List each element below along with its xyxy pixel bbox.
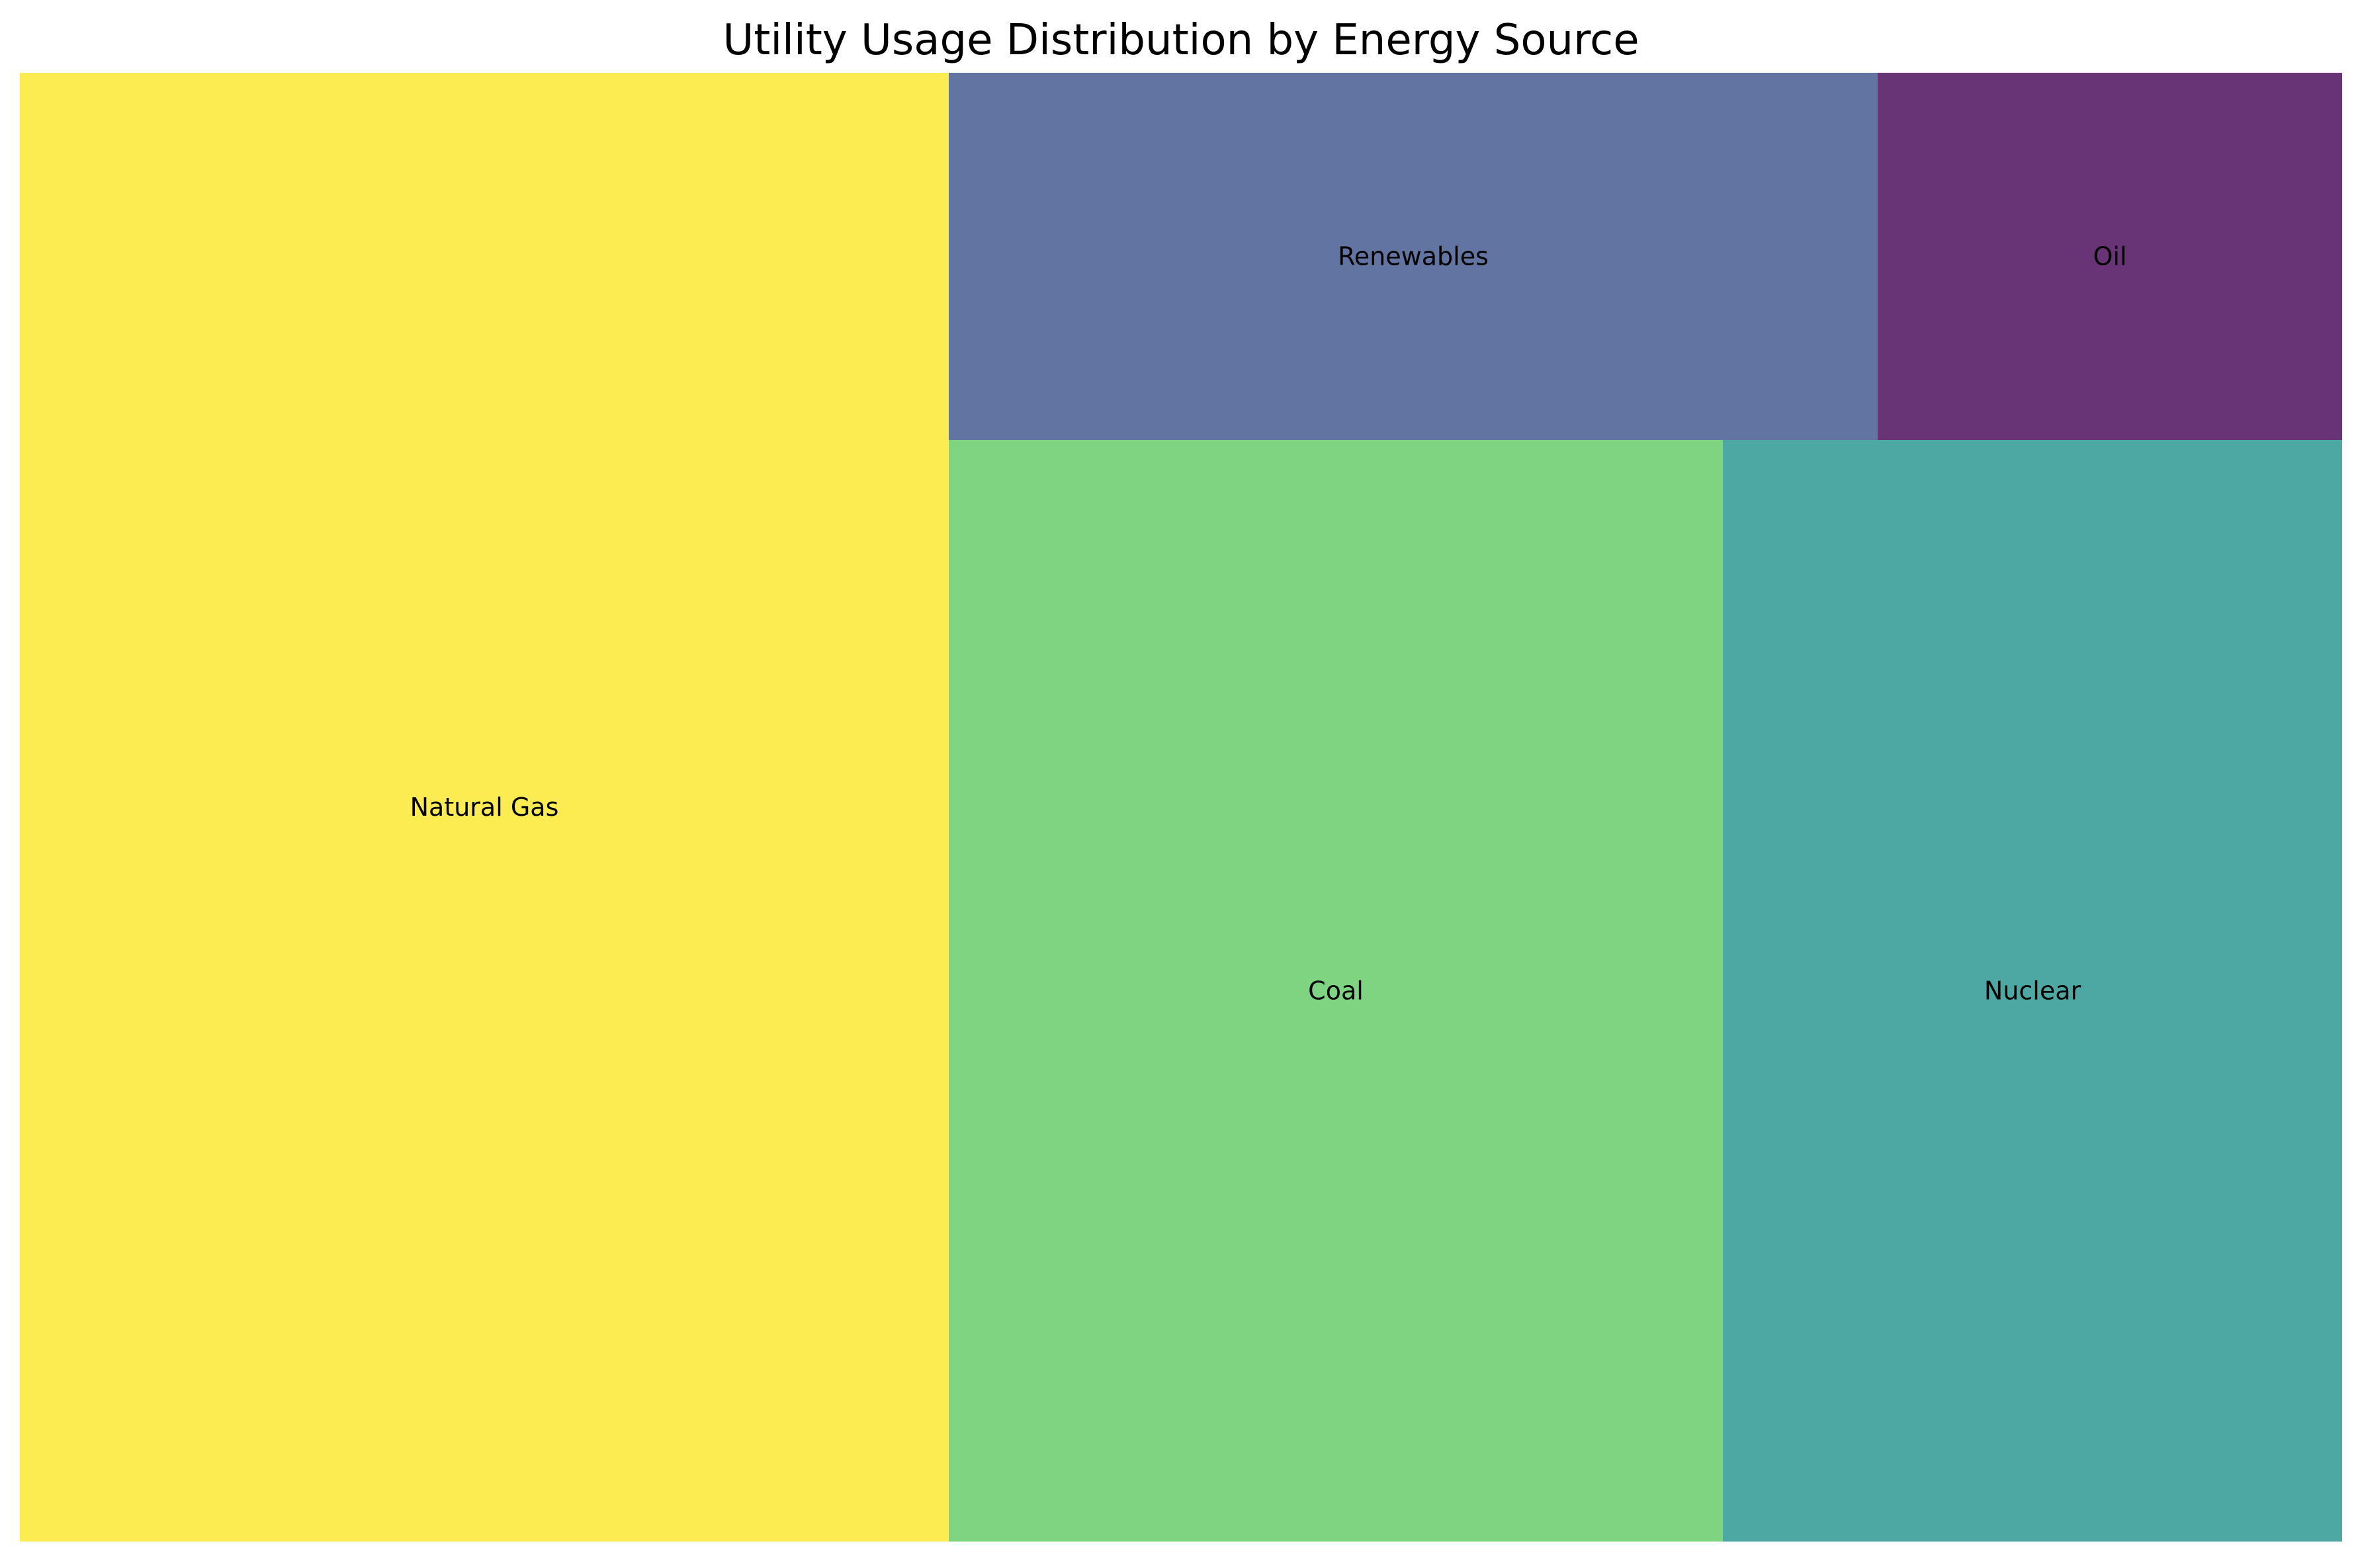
chart-title: Utility Usage Distribution by Energy Sou…	[722, 16, 1639, 65]
tile-label-coal: Coal	[1308, 977, 1364, 1006]
tile-label-renewables: Renewables	[1338, 242, 1489, 271]
tile-natural-gas	[20, 73, 949, 1542]
tile-label-nuclear: Nuclear	[1984, 977, 2081, 1006]
tile-nuclear	[1723, 440, 2342, 1542]
treemap-tiles: Natural Gas Coal Nuclear Renewables Oil	[20, 73, 2342, 1542]
tile-oil	[1878, 73, 2342, 440]
tile-label-oil: Oil	[2093, 242, 2126, 271]
tile-renewables	[949, 73, 1878, 440]
tile-label-natural-gas: Natural Gas	[410, 793, 559, 822]
tile-coal	[949, 440, 1723, 1542]
